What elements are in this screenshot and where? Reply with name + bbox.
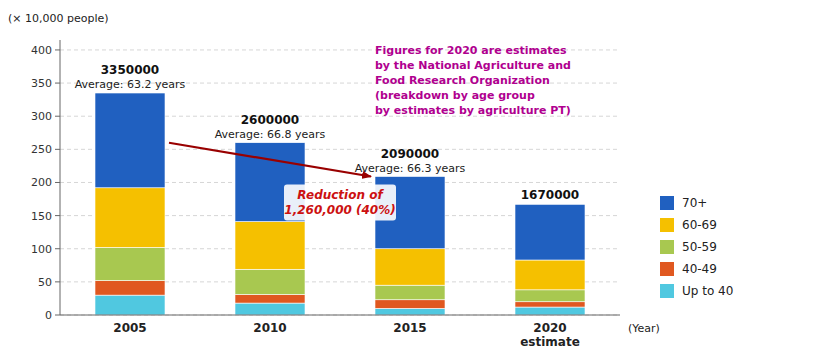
note-text-line: by estimates by agriculture PT) [375,104,571,117]
legend-label: 60-69 [682,218,717,232]
bar-segment [95,295,165,315]
note-text: Figures for 2020 are estimates by the Nat… [375,44,571,117]
y-tick [55,83,60,84]
y-tick [55,215,60,216]
y-tick [55,49,60,50]
y-tick-label: 0 [45,309,52,322]
chart: 0 50 100 150 200 250 300 350 400 2005 2010 2015 2020… [0,0,838,360]
y-tick-label: 300 [31,110,52,123]
bar-segment [375,285,445,300]
y-tick-label: 350 [31,77,52,90]
legend-label: Up to 40 [682,284,733,298]
y-tick-label: 250 [31,143,52,156]
y-tick-label: 200 [31,176,52,189]
x-tick-label: 2010 [253,321,286,335]
y-tick [55,281,60,282]
bars [95,93,585,315]
x-tick-label-line: 2015 [393,321,426,335]
bar-segment [375,308,445,315]
y-tick-label: 400 [31,44,52,57]
x-tick-label: 2005 [113,321,146,335]
x-tick-label-line: estimate [520,335,580,349]
legend-swatch [660,196,674,210]
x-axis-label: (Year) [628,322,660,335]
legend-label: 70+ [682,196,707,210]
bar-segment [515,204,585,260]
y-tick [55,149,60,150]
bar-segment [95,247,165,280]
bar-segment [235,294,305,303]
x-tick-label: 2020estimate [520,321,580,349]
bar-segment [515,302,585,307]
bar-segment [95,281,165,296]
y-tick-label: 150 [31,210,52,223]
legend-swatch [660,218,674,232]
average-label: Average: 63.2 years [75,78,186,91]
y-tick-label: 100 [31,243,52,256]
y-tick [55,116,60,117]
legend-swatch [660,284,674,298]
note-text-line: Food Research Organization [375,74,550,87]
reduction-arrow [169,143,371,177]
reduction-text-box [284,185,396,221]
note-text-line: by the National Agriculture and [375,59,571,72]
bar-segment [375,249,445,285]
x-tick-label-line: 2010 [253,321,286,335]
bar-segment [235,303,305,315]
note-text-line: (breakdown by age group [375,89,535,102]
grid-line [60,315,620,316]
reduction-text: Reduction of [297,188,384,202]
average-label: Average: 66.3 years [355,162,466,175]
y-tick [55,182,60,183]
y-tick [55,248,60,249]
legend-label: 50-59 [682,240,717,254]
bar-segment [515,260,585,290]
bar-segment [235,269,305,294]
legend-swatch [660,240,674,254]
bar-segment [515,290,585,302]
total-label: 1670000 [521,188,579,202]
legend-label: 40-49 [682,262,717,276]
total-label: 2090000 [381,147,439,161]
legend-swatch [660,262,674,276]
average-label: Average: 66.8 years [215,128,326,141]
x-axis [60,315,620,316]
total-label: 3350000 [101,63,159,77]
bar-segment [95,188,165,248]
x-tick-label: 2015 [393,321,426,335]
x-tick-label-line: 2005 [113,321,146,335]
bar-segment [375,300,445,309]
bar-segment [235,222,305,270]
y-tick [55,315,60,316]
y-axis [60,40,61,315]
bar-segment [515,307,585,315]
bar-segment [95,93,165,188]
total-label: 2600000 [241,113,299,127]
y-tick-label: 50 [38,276,52,289]
x-tick-label-line: 2020 [533,321,566,335]
y-axis-label: (× 10,000 people) [8,12,109,25]
reduction-text: 1,260,000 (40%) [284,203,395,217]
note-text-line: Figures for 2020 are estimates [375,44,567,57]
